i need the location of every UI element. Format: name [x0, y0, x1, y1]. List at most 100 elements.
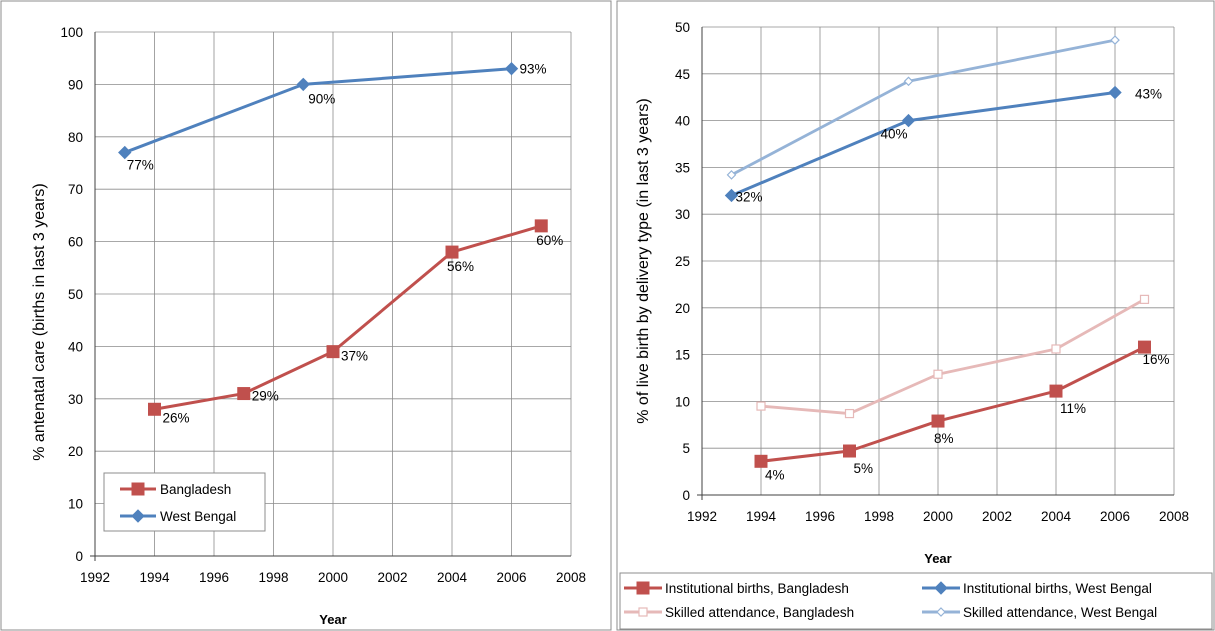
legend-skilled-attendance-bangladesh-label: Skilled attendance, Bangladesh — [665, 605, 854, 620]
left-y-tick-label: 40 — [68, 339, 83, 354]
institutional-births-bangladesh-marker — [1138, 340, 1151, 354]
skilled-attendance-bangladesh-marker — [1051, 344, 1061, 354]
right-y-tick-labels: 0 5 10 15 20 25 30 35 40 45 50 — [675, 20, 690, 503]
left-x-tick-label: 2006 — [496, 570, 526, 585]
legend-west-bengal-label: West Bengal — [160, 509, 236, 524]
right-x-axis-title: Year — [924, 551, 951, 566]
left-y-tick-label: 50 — [68, 287, 83, 302]
institutional-births-west-bengal-data-label: 32% — [736, 189, 763, 204]
institutional-births-bangladesh-marker — [843, 444, 856, 458]
institutional-births-bangladesh-data-label: 4% — [765, 467, 785, 482]
left-y-axis-title: % antenatal care (births in last 3 years… — [31, 183, 48, 460]
skilled-attendance-west-bengal-marker — [726, 170, 737, 180]
bangladesh-data-label: 29% — [252, 389, 279, 404]
right-x-tick-label: 2002 — [982, 509, 1012, 524]
left-x-tick-label: 2008 — [556, 570, 586, 585]
right-x-tick-label: 1994 — [746, 509, 777, 524]
right-x-tick-label: 1996 — [805, 509, 835, 524]
right-data-labels: 4% 5% 8% 11% 16% 32% 40% 43% — [736, 87, 1170, 483]
left-x-tick-labels: 1992 1994 1996 1998 2000 2002 2004 2006 2008 — [80, 570, 586, 585]
institutional-births-bangladesh-data-label: 8% — [934, 431, 954, 446]
left-x-axis-title: Year — [319, 612, 346, 627]
left-y-tick-labels: 0 10 20 30 40 50 60 70 80 90 100 — [60, 25, 83, 564]
left-x-tick-label: 1992 — [80, 570, 110, 585]
left-y-tick-label: 70 — [68, 182, 83, 197]
bangladesh-marker — [148, 402, 161, 416]
right-axes — [697, 27, 1174, 500]
left-y-tick-label: 80 — [68, 130, 83, 145]
left-y-tick-label: 60 — [68, 235, 83, 250]
legend-skilled-attendance-bangladesh-marker — [638, 607, 648, 617]
right-y-tick-label: 25 — [675, 254, 690, 269]
institutional-births-bangladesh-marker — [754, 454, 768, 468]
west-bengal-data-label: 90% — [308, 91, 335, 106]
left-legend-box — [103, 472, 266, 532]
legend-skilled-attendance-west-bengal-marker — [936, 607, 946, 617]
skilled-attendance-bangladesh-marker — [844, 408, 855, 419]
right-x-tick-label: 1992 — [687, 509, 717, 524]
right-x-tick-label: 2008 — [1159, 509, 1189, 524]
left-chart-border — [0, 0, 612, 631]
left-y-tick-label: 90 — [68, 77, 83, 92]
west-bengal-marker — [118, 145, 132, 160]
legend-west-bengal-marker — [131, 509, 145, 523]
institutional-births-bangladesh-data-label: 5% — [854, 461, 874, 476]
left-y-tick-label: 100 — [60, 25, 83, 40]
left-x-tick-label: 1998 — [258, 570, 288, 585]
institutional-births-west-bengal-data-label: 43% — [1135, 87, 1162, 102]
bangladesh-line — [154, 224, 542, 411]
right-y-tick-label: 5 — [682, 441, 690, 456]
right-y-tick-label: 10 — [675, 394, 690, 409]
right-legend: Institutional births, Bangladesh Institut… — [619, 572, 1213, 630]
left-axes — [90, 32, 571, 561]
right-y-tick-label: 45 — [675, 67, 690, 82]
right-y-tick-label: 50 — [675, 20, 690, 35]
right-y-tick-label: 15 — [675, 348, 690, 363]
skilled-attendance-bangladesh-marker — [933, 369, 943, 379]
left-series — [118, 61, 548, 416]
bangladesh-marker — [534, 219, 548, 233]
skilled-attendance-bangladesh-marker — [756, 401, 766, 411]
right-chart-border — [616, 0, 1215, 631]
left-legend: Bangladesh West Bengal — [103, 472, 266, 532]
left-y-tick-label: 0 — [75, 549, 83, 564]
bangladesh-marker — [326, 345, 340, 359]
skilled-attendance-west-bengal-marker — [903, 76, 914, 87]
right-y-tick-label: 20 — [675, 301, 690, 316]
left-x-tick-label: 1996 — [199, 570, 229, 585]
institutional-births-bangladesh-data-label: 16% — [1143, 352, 1170, 367]
west-bengal-data-label: 93% — [520, 62, 547, 77]
institutional-births-west-bengal-marker — [901, 113, 916, 128]
west-bengal-marker — [504, 61, 519, 76]
left-x-tick-label: 2000 — [318, 570, 348, 585]
right-legend-box — [619, 572, 1213, 630]
bangladesh-data-label: 60% — [536, 233, 563, 248]
skilled-attendance-west-bengal-line — [730, 38, 1116, 177]
right-y-axis-title: % of live birth by delivery type (in las… — [635, 98, 652, 423]
right-x-tick-label: 1998 — [864, 509, 894, 524]
skilled-attendance-bangladesh-line — [760, 298, 1146, 415]
bangladesh-marker — [445, 245, 459, 259]
right-x-tick-label: 2000 — [923, 509, 953, 524]
institutional-births-west-bengal-marker — [724, 188, 739, 203]
west-bengal-line — [124, 67, 512, 154]
west-bengal-data-label: 77% — [127, 158, 154, 173]
legend-institutional-births-west-bengal-label: Institutional births, West Bengal — [963, 581, 1152, 596]
legend-bangladesh-label: Bangladesh — [160, 482, 231, 497]
institutional-births-bangladesh-marker — [1049, 384, 1063, 398]
bangladesh-data-label: 37% — [341, 349, 368, 364]
left-y-tick-label: 20 — [68, 444, 83, 459]
institutional-births-west-bengal-data-label: 40% — [881, 127, 908, 142]
institutional-births-bangladesh-marker — [931, 414, 945, 428]
skilled-attendance-west-bengal-marker — [1110, 35, 1120, 45]
legend-skilled-attendance-west-bengal-label: Skilled attendance, West Bengal — [963, 605, 1157, 620]
legend-institutional-births-west-bengal-marker — [934, 581, 948, 595]
right-y-tick-label: 0 — [682, 488, 690, 503]
right-x-tick-labels: 1992 1994 1996 1998 2000 2002 2004 2006 2008 — [687, 509, 1189, 524]
institutional-births-west-bengal-marker — [1108, 85, 1122, 100]
legend-bangladesh-marker — [131, 482, 145, 496]
legend-institutional-births-bangladesh-label: Institutional births, Bangladesh — [665, 581, 849, 596]
right-x-tick-label: 2006 — [1100, 509, 1130, 524]
right-y-tick-label: 40 — [675, 114, 690, 129]
